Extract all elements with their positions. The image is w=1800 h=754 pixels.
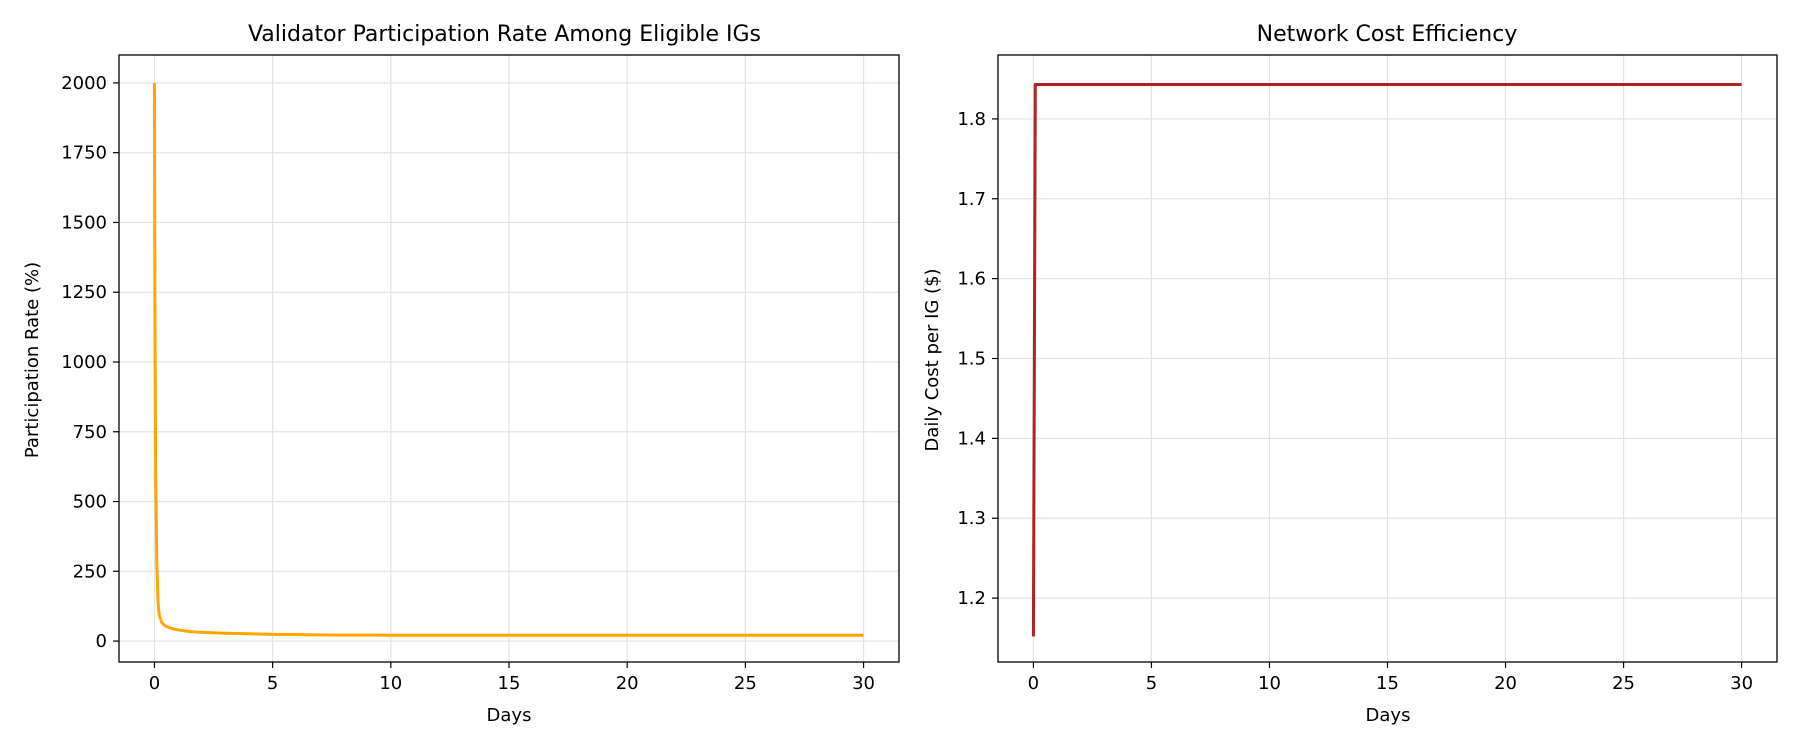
y-tick-label: 1000: [61, 352, 107, 373]
x-tick-label: 10: [379, 673, 402, 694]
y-tick-label: 1.4: [957, 428, 986, 449]
x-tick-label: 30: [1730, 673, 1753, 694]
y-tick-label: 1.8: [957, 109, 986, 130]
x-tick-label: 25: [734, 673, 757, 694]
axes-frame: [997, 54, 1778, 663]
x-axis-label: Days: [487, 705, 532, 726]
x-axis-label: Days: [1366, 705, 1411, 726]
x-tick-label: 20: [616, 673, 639, 694]
chart-cost-efficiency: Network Cost Efficiency 0 5 10 15 20 25 30 1.2 1…: [922, 22, 1778, 726]
y-tick-label: 1750: [61, 143, 107, 164]
y-tick-label: 1500: [61, 212, 107, 233]
x-tick-label: 0: [149, 673, 160, 694]
y-tick-label: 500: [73, 492, 107, 513]
y-tick-label: 0: [96, 631, 107, 652]
y-tick-label: 250: [73, 561, 107, 582]
plot-area: [1031, 83, 1742, 637]
grid: [998, 55, 1777, 662]
x-tick-label: 20: [1494, 673, 1517, 694]
tick-labels: 0 5 10 15 20 25 30 1.2 1.3 1.4 1.5 1.6 1.7 1.8: [957, 109, 1753, 694]
y-tick-label: 1.7: [957, 189, 986, 210]
y-tick-label: 1250: [61, 282, 107, 303]
x-tick-label: 25: [1612, 673, 1635, 694]
plot-area: [152, 82, 864, 637]
y-tick-label: 750: [73, 422, 107, 443]
x-tick-label: 15: [1376, 673, 1399, 694]
y-axis-label: Participation Rate (%): [22, 262, 43, 458]
axes-frame: [118, 54, 900, 663]
chart-participation: Validator Participation Rate Among Eligi…: [22, 22, 900, 726]
chart-title: Network Cost Efficiency: [1257, 22, 1518, 47]
x-tick-label: 5: [1146, 673, 1157, 694]
x-tick-label: 0: [1028, 673, 1039, 694]
x-tick-label: 5: [267, 673, 278, 694]
y-tick-label: 1.5: [957, 349, 986, 370]
tick-labels: 0 5 10 15 20 25 30 0 250 500 750 1000 1250 1500 1750 20…: [61, 73, 875, 694]
y-axis-label: Daily Cost per IG ($): [922, 268, 943, 451]
y-tick-label: 1.3: [957, 508, 986, 529]
x-tick-label: 15: [498, 673, 521, 694]
series-line: [152, 82, 864, 637]
x-tick-label: 30: [852, 673, 875, 694]
chart-title: Validator Participation Rate Among Eligi…: [248, 22, 761, 47]
y-tick-label: 1.2: [957, 588, 986, 609]
x-tick-label: 10: [1258, 673, 1281, 694]
y-tick-label: 1.6: [957, 269, 986, 290]
y-tick-label: 2000: [61, 73, 107, 94]
grid: [119, 55, 899, 662]
series-line: [1031, 83, 1742, 637]
